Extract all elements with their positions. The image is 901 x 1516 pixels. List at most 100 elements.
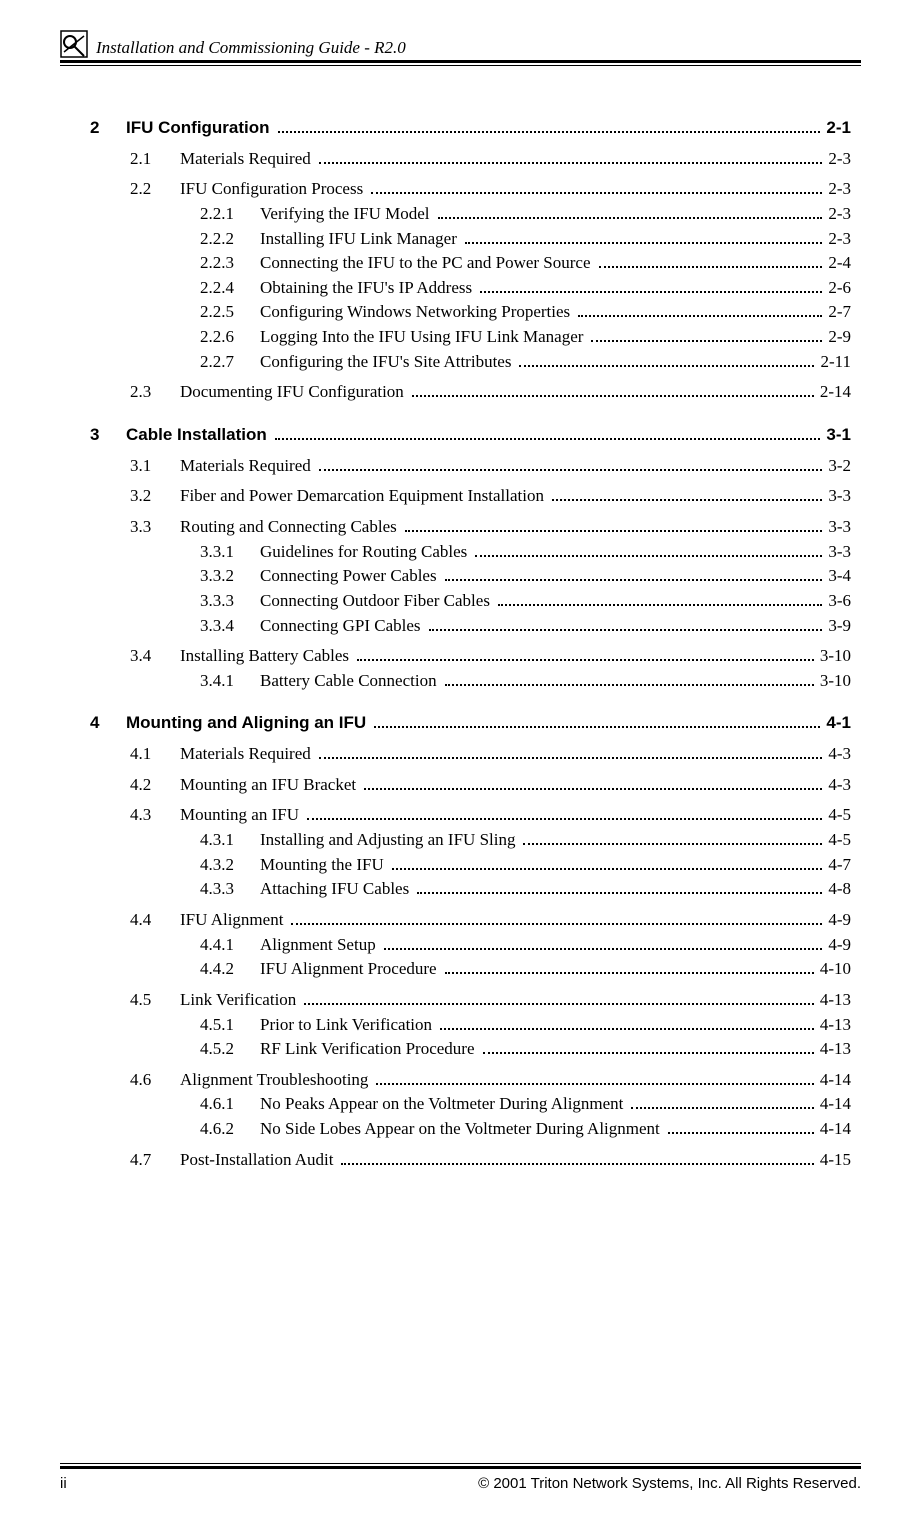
toc-entry-page: 3-10 — [818, 669, 851, 694]
toc-row: 3.2Fiber and Power Demarcation Equipment… — [90, 484, 851, 509]
toc-leader — [498, 592, 822, 606]
footer-copyright: © 2001 Triton Network Systems, Inc. All … — [478, 1475, 861, 1492]
toc-row: 4.7Post-Installation Audit4-15 — [90, 1148, 851, 1173]
toc-row: 4.3Mounting an IFU4-5 — [90, 803, 851, 828]
toc-entry-page: 3-9 — [826, 614, 851, 639]
toc-entry-number: 3.3.4 — [200, 614, 260, 639]
toc-entry-page: 4-14 — [818, 1068, 851, 1093]
toc-entry-number: 4.3 — [130, 803, 180, 828]
toc-entry-title: Post-Installation Audit — [180, 1148, 337, 1173]
toc-entry-number: 2.2.2 — [200, 227, 260, 252]
toc-row: 4.4.1Alignment Setup4-9 — [90, 933, 851, 958]
toc-entry-title: Cable Installation — [126, 423, 271, 448]
toc-leader — [307, 806, 822, 820]
toc-entry-number: 2.2.6 — [200, 325, 260, 350]
toc-leader — [412, 384, 814, 398]
toc-row: 3.1Materials Required3-2 — [90, 454, 851, 479]
toc-row: 4.4.2IFU Alignment Procedure4-10 — [90, 957, 851, 982]
toc-leader — [371, 180, 822, 194]
toc-entry-number: 4.5.2 — [200, 1037, 260, 1062]
toc-entry-number: 4.5 — [130, 988, 180, 1013]
toc-leader — [278, 119, 821, 133]
toc-entry-number: 4.4.1 — [200, 933, 260, 958]
toc-leader — [483, 1040, 814, 1054]
toc-entry-number: 2 — [90, 116, 126, 141]
toc-leader — [631, 1096, 813, 1110]
toc-entry-number: 4.3.1 — [200, 828, 260, 853]
toc-leader — [668, 1120, 814, 1134]
toc-entry-number: 4 — [90, 711, 126, 736]
toc-entry-page: 2-3 — [826, 177, 851, 202]
toc-leader — [364, 776, 822, 790]
toc-row: 4Mounting and Aligning an IFU4-1 — [90, 711, 851, 736]
toc-entry-title: Materials Required — [180, 454, 315, 479]
toc-entry-number: 2.2.7 — [200, 350, 260, 375]
toc-entry-title: IFU Alignment — [180, 908, 287, 933]
toc-row: 4.3.1Installing and Adjusting an IFU Sli… — [90, 828, 851, 853]
toc-row: 4.2Mounting an IFU Bracket4-3 — [90, 773, 851, 798]
toc-entry-number: 4.4 — [130, 908, 180, 933]
toc-entry-page: 4-13 — [818, 1037, 851, 1062]
header-title: Installation and Commissioning Guide - R… — [96, 38, 406, 58]
toc-entry-page: 4-9 — [826, 908, 851, 933]
toc-row: 2.2.3Connecting the IFU to the PC and Po… — [90, 251, 851, 276]
toc-entry-page: 4-8 — [826, 877, 851, 902]
toc-row: 4.5Link Verification4-13 — [90, 988, 851, 1013]
toc-row: 2.2.4Obtaining the IFU's IP Address2-6 — [90, 276, 851, 301]
toc-leader — [438, 205, 823, 219]
toc-entry-title: Verifying the IFU Model — [260, 202, 434, 227]
toc-entry-title: Configuring Windows Networking Propertie… — [260, 300, 574, 325]
toc-entry-page: 3-3 — [826, 484, 851, 509]
toc-row: 3.4.1Battery Cable Connection3-10 — [90, 669, 851, 694]
toc-leader — [304, 991, 814, 1005]
toc-leader — [291, 911, 822, 925]
toc-entry-number: 2.3 — [130, 380, 180, 405]
toc-entry-title: Fiber and Power Demarcation Equipment In… — [180, 484, 548, 509]
toc-entry-page: 2-9 — [826, 325, 851, 350]
toc-entry-number: 3.3.1 — [200, 540, 260, 565]
toc-entry-page: 4-10 — [818, 957, 851, 982]
toc-row: 3.3.4Connecting GPI Cables 3-9 — [90, 614, 851, 639]
toc-entry-number: 4.7 — [130, 1148, 180, 1173]
toc-entry-page: 2-3 — [826, 227, 851, 252]
toc-entry-title: No Side Lobes Appear on the Voltmeter Du… — [260, 1117, 664, 1142]
toc-entry-page: 4-3 — [826, 773, 851, 798]
toc-entry-number: 4.6.1 — [200, 1092, 260, 1117]
page: Installation and Commissioning Guide - R… — [0, 0, 901, 1516]
toc-entry-page: 3-6 — [826, 589, 851, 614]
toc-entry-title: Mounting the IFU — [260, 853, 388, 878]
toc-row: 2.2.5Configuring Windows Networking Prop… — [90, 300, 851, 325]
toc-entry-page: 4-5 — [826, 828, 851, 853]
toc-row: 2.2.7Configuring the IFU's Site Attribut… — [90, 350, 851, 375]
toc-row: 2.3Documenting IFU Configuration2-14 — [90, 380, 851, 405]
toc-row: 3Cable Installation3-1 — [90, 423, 851, 448]
toc-entry-number: 3.3 — [130, 515, 180, 540]
toc-leader — [578, 304, 822, 318]
toc-entry-title: Installing Battery Cables — [180, 644, 353, 669]
toc-entry-title: IFU Configuration — [126, 116, 274, 141]
toc-row: 4.6Alignment Troubleshooting4-14 — [90, 1068, 851, 1093]
toc-row: 2.2.6Logging Into the IFU Using IFU Link… — [90, 325, 851, 350]
toc-row: 3.3.3Connecting Outdoor Fiber Cables3-6 — [90, 589, 851, 614]
toc-entry-title: Connecting GPI Cables — [260, 614, 425, 639]
toc-entry-number: 3.1 — [130, 454, 180, 479]
toc-entry-number: 3.3.3 — [200, 589, 260, 614]
toc-row: 4.1Materials Required4-3 — [90, 742, 851, 767]
toc-entry-title: Materials Required — [180, 742, 315, 767]
toc-entry-title: Installing IFU Link Manager — [260, 227, 461, 252]
toc-row: 4.5.2RF Link Verification Procedure4-13 — [90, 1037, 851, 1062]
toc-leader — [599, 254, 823, 268]
toc-row: 2.2.2Installing IFU Link Manager 2-3 — [90, 227, 851, 252]
toc-entry-title: Battery Cable Connection — [260, 669, 441, 694]
toc-entry-page: 3-4 — [826, 564, 851, 589]
footer: ii © 2001 Triton Network Systems, Inc. A… — [60, 1463, 861, 1492]
toc-entry-page: 3-1 — [824, 423, 851, 448]
toc-leader — [319, 150, 823, 164]
toc-entry-number: 4.3.2 — [200, 853, 260, 878]
toc-row: 2.2.1Verifying the IFU Model2-3 — [90, 202, 851, 227]
toc-entry-number: 2.2.1 — [200, 202, 260, 227]
toc-entry-page: 2-7 — [826, 300, 851, 325]
toc-entry-title: Alignment Setup — [260, 933, 380, 958]
toc-entry-title: Prior to Link Verification — [260, 1013, 436, 1038]
toc-leader — [275, 426, 821, 440]
